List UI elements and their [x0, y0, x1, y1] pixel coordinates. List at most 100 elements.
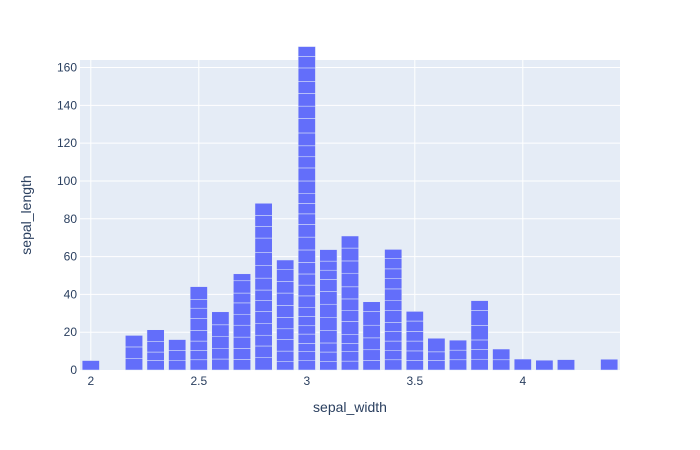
bar-segment — [362, 349, 381, 361]
bar-segment — [341, 235, 359, 249]
bar — [233, 273, 251, 371]
bar — [535, 359, 554, 371]
bar-segment — [297, 360, 316, 371]
bar-segment — [470, 325, 489, 341]
bar-segment — [297, 56, 316, 69]
bar-segment — [384, 278, 403, 290]
bar-segment — [146, 341, 165, 353]
bar-segment — [189, 340, 208, 351]
bar-segment — [189, 318, 208, 331]
bar-segment — [449, 359, 467, 371]
bar — [600, 358, 619, 371]
bar — [449, 339, 467, 371]
bar-segment — [319, 361, 338, 371]
bar-segment — [492, 359, 511, 371]
bars — [81, 46, 619, 371]
bar-segment — [449, 339, 467, 351]
bar-segment — [125, 335, 143, 348]
bar-segment — [341, 247, 359, 262]
bar-segment — [189, 359, 208, 371]
bar-segment — [81, 360, 100, 371]
bar-segment — [362, 360, 381, 371]
bar-segment — [254, 323, 273, 336]
bar-segment — [470, 300, 489, 311]
bar — [384, 249, 403, 371]
bar-segment — [341, 321, 359, 335]
bar-segment — [362, 301, 381, 312]
bar — [427, 337, 446, 371]
bar — [168, 339, 187, 371]
bar-segment — [297, 351, 316, 361]
bar-segment — [319, 291, 338, 305]
bar-segment — [384, 350, 403, 361]
bar-segment — [319, 351, 338, 362]
bar-segment — [254, 345, 273, 358]
bar-segment — [600, 358, 619, 371]
bar — [189, 286, 208, 371]
bar-segment — [276, 317, 295, 330]
bar-segment — [189, 330, 208, 342]
bar-segment — [384, 359, 403, 371]
bar-segment — [125, 358, 143, 371]
bar — [276, 259, 295, 371]
bar-segment — [341, 286, 359, 300]
bar-segment — [470, 358, 489, 371]
bar-segment — [405, 360, 424, 371]
y-axis-title: sepal_length — [18, 175, 34, 254]
bar-segment — [211, 358, 230, 371]
x-axis-title: sepal_width — [313, 399, 387, 415]
bar-segment — [384, 288, 403, 301]
bar-segment — [341, 272, 359, 288]
bar-segment — [470, 310, 489, 326]
bar-segment — [297, 132, 316, 147]
bar-segment — [211, 311, 230, 326]
bar-segment — [384, 310, 403, 323]
bar-segment — [427, 351, 446, 361]
bar-segment — [341, 260, 359, 274]
bar-segment — [341, 360, 359, 371]
y-tick-label: 120 — [57, 136, 77, 150]
y-tick-label: 60 — [64, 250, 78, 264]
bar-segment — [168, 350, 187, 361]
bar-segment — [297, 81, 316, 94]
bar-segment — [297, 67, 316, 82]
x-tick-label: 2.5 — [190, 374, 207, 388]
x-tick-label: 3 — [303, 374, 310, 388]
bar-segment — [470, 349, 489, 360]
bar-segment — [513, 358, 532, 371]
bar-segment — [233, 273, 251, 282]
bar — [557, 359, 575, 371]
bar-segment — [254, 226, 273, 239]
bar-segment — [297, 193, 316, 204]
bar-segment — [297, 224, 316, 238]
bar-segment — [384, 249, 403, 259]
y-tick-label: 0 — [70, 363, 77, 377]
bar-segment — [297, 203, 316, 215]
bar-segment — [168, 339, 187, 351]
bar-segment — [211, 336, 230, 349]
bar-segment — [384, 340, 403, 351]
y-tick-label: 40 — [64, 287, 78, 301]
x-axis-ticks: 2 2.5 3 3.5 4 — [87, 374, 526, 388]
bar-segment — [276, 339, 295, 352]
bar-segment — [125, 346, 143, 359]
bar-segment — [297, 213, 316, 225]
bar-segment — [384, 322, 403, 332]
bar-segment — [297, 343, 316, 352]
bar — [319, 249, 338, 371]
bar-segment — [276, 292, 295, 306]
bar-segment — [189, 307, 208, 319]
bar-segment — [405, 320, 424, 332]
bar-segment — [189, 286, 208, 300]
bar-segment — [254, 203, 273, 216]
bar-segment — [557, 359, 575, 371]
bar-segment — [233, 313, 251, 326]
y-tick-label: 100 — [57, 174, 77, 188]
y-axis-ticks: 0 20 40 60 80 100 120 140 160 — [57, 61, 77, 377]
bar-segment — [254, 357, 273, 371]
bar-segment — [189, 299, 208, 309]
bar-segment — [233, 324, 251, 338]
bar-segment — [276, 269, 295, 282]
bar-segment — [405, 311, 424, 322]
